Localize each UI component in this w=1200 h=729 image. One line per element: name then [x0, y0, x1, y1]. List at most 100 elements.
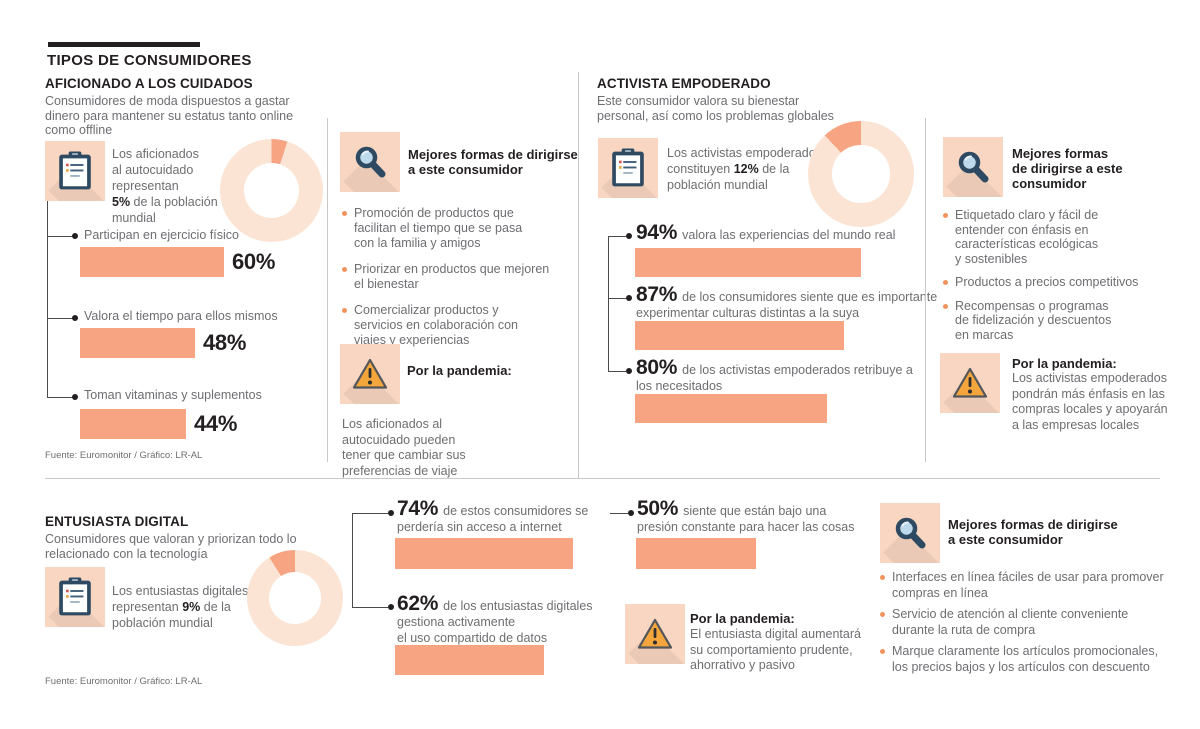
- tips-title: Mejores formas de dirigirse a este consu…: [408, 147, 578, 177]
- magnifier-icon: [340, 132, 400, 192]
- warning-glyph: [952, 367, 988, 398]
- stat-bullet: [628, 510, 634, 516]
- bracket-line: [352, 513, 353, 608]
- clipboard-icon: [45, 141, 105, 201]
- stat-value: 60%: [232, 249, 276, 274]
- stat-label: Participan en ejercicio físico: [84, 228, 239, 242]
- stat-bullet: [72, 233, 78, 239]
- population-pct: 12%: [733, 162, 759, 176]
- magnifier-glyph: [958, 151, 989, 183]
- tip-item: Marque claramente los artículos promocio…: [880, 644, 1190, 675]
- stat-text: 80% de los activistas empoderados retribu…: [636, 356, 913, 393]
- stat-text: 87% de los consumidores siente que es imp…: [636, 283, 938, 320]
- donut-chart-entusiasta: [247, 550, 343, 646]
- population-pct: 9%: [182, 600, 201, 614]
- stat-text: 50% siente que están bajo una presión con…: [637, 497, 855, 534]
- stat-bar: [635, 321, 844, 350]
- bracket-tick: [352, 513, 388, 514]
- stat-bullet: [388, 604, 394, 610]
- population-post: de la población mundial: [112, 600, 231, 630]
- stat-bar: [395, 538, 573, 569]
- population-pct: 5%: [112, 195, 131, 209]
- stat-value: 44%: [194, 411, 238, 436]
- tips-list: Etiquetado claro y fácil de entender con…: [943, 208, 1153, 351]
- tips-list: Promoción de productos que facilitan el …: [342, 206, 582, 359]
- population-pre: Los aficionados al autocuidado represent…: [112, 147, 199, 193]
- stat-value: 80%: [636, 356, 678, 379]
- warning-icon: [340, 344, 400, 404]
- section-title-entusiasta: ENTUSIASTA DIGITAL: [45, 514, 189, 529]
- section-divider: [45, 478, 1160, 479]
- pandemic-title: Por la pandemia:: [1012, 356, 1117, 371]
- population-text: Los activistas empoderados constituyen 1…: [667, 145, 857, 193]
- population-text: Los entusiastas digitales representan 9%…: [112, 583, 287, 631]
- stat-value: 94%: [636, 221, 678, 244]
- stat-text: 62% de los entusiastas digitales gestiona…: [397, 592, 593, 645]
- tips-list: Interfaces en línea fáciles de usar para…: [880, 570, 1190, 681]
- stat-bullet: [626, 295, 632, 301]
- pandemic-text: El entusiasta digital aumentará su compo…: [690, 627, 861, 672]
- pandemic-text: Los activistas empoderados pondrán más é…: [1012, 371, 1168, 432]
- bracket-line: [47, 201, 48, 397]
- clipboard-icon: [598, 138, 658, 198]
- tip-item: Priorizar en productos que mejoren el bi…: [342, 262, 582, 292]
- section-description: Consumidores que valoran y priorizan tod…: [45, 532, 297, 561]
- magnifier-glyph: [895, 517, 926, 549]
- tips-title: Mejores formas de dirigirse a este consu…: [948, 517, 1118, 547]
- warning-glyph: [352, 358, 388, 389]
- section-title-aficionado: AFICIONADO A LOS CUIDADOS: [45, 76, 253, 91]
- stat-bullet: [626, 233, 632, 239]
- population-text: Los aficionados al autocuidado represent…: [112, 146, 234, 226]
- stat-bar: [635, 248, 861, 277]
- magnifier-icon: [880, 503, 940, 563]
- section-divider: [578, 72, 579, 478]
- pandemic-text: Los aficionados al autocuidado pueden te…: [342, 417, 466, 478]
- stat-value: 48%: [203, 330, 247, 355]
- tip-item: Recompensas o programas de fidelización …: [943, 299, 1153, 343]
- population-post: de la población mundial: [112, 195, 218, 225]
- tip-item: Comercializar productos y servicios en c…: [342, 303, 582, 348]
- source-credit: Fuente: Euromonitor / Gráfico: LR-AL: [45, 676, 203, 687]
- bracket-tick: [47, 397, 73, 398]
- source-credit: Fuente: Euromonitor / Gráfico: LR-AL: [45, 450, 203, 461]
- pandemic-title: Por la pandemia:: [407, 363, 512, 378]
- stat-bar: [635, 394, 827, 423]
- clipboard-glyph: [612, 148, 644, 187]
- stat-value: 74%: [397, 497, 439, 520]
- warning-icon: [940, 353, 1000, 413]
- bracket-line: [608, 236, 609, 372]
- bracket-tick: [352, 607, 388, 608]
- tip-item: Interfaces en línea fáciles de usar para…: [880, 570, 1190, 601]
- population-pre: Los entusiastas digitales representan: [112, 584, 249, 614]
- stat-bar: [80, 409, 186, 439]
- donut-chart-activista: [808, 121, 914, 227]
- stat-value: 62%: [397, 592, 439, 615]
- stat-bullet: [72, 315, 78, 321]
- clipboard-glyph: [59, 151, 91, 190]
- tip-item: Promoción de productos que facilitan el …: [342, 206, 582, 251]
- page-title: TIPOS DE CONSUMIDORES: [47, 52, 252, 69]
- stat-bullet: [388, 510, 394, 516]
- stat-bar: [80, 247, 224, 277]
- clipboard-icon: [45, 567, 105, 627]
- warning-icon: [625, 604, 685, 664]
- magnifier-glyph: [355, 146, 386, 178]
- stat-label: Toman vitaminas y suplementos: [84, 388, 262, 402]
- stat-bar: [636, 538, 756, 569]
- bracket-tick: [608, 298, 626, 299]
- stat-value: 87%: [636, 283, 678, 306]
- pandemic-title: Por la pandemia:: [690, 611, 795, 626]
- donut-chart-aficionado: [220, 139, 323, 242]
- tips-title: Mejores formas de dirigirse a este consu…: [1012, 146, 1123, 191]
- section-description: Consumidores de moda dispuestos a gastar…: [45, 94, 294, 137]
- clipboard-glyph: [59, 577, 91, 616]
- column-divider: [327, 118, 328, 462]
- section-description: Este consumidor valora su bienestar pers…: [597, 94, 834, 123]
- stat-bullet: [626, 368, 632, 374]
- stat-text: 94% valora las experiencias del mundo rea…: [636, 221, 896, 244]
- warning-glyph: [637, 618, 673, 649]
- bracket-tick: [608, 371, 626, 372]
- column-divider: [925, 118, 926, 462]
- bracket-tick: [47, 318, 73, 319]
- bracket-tick: [47, 236, 73, 237]
